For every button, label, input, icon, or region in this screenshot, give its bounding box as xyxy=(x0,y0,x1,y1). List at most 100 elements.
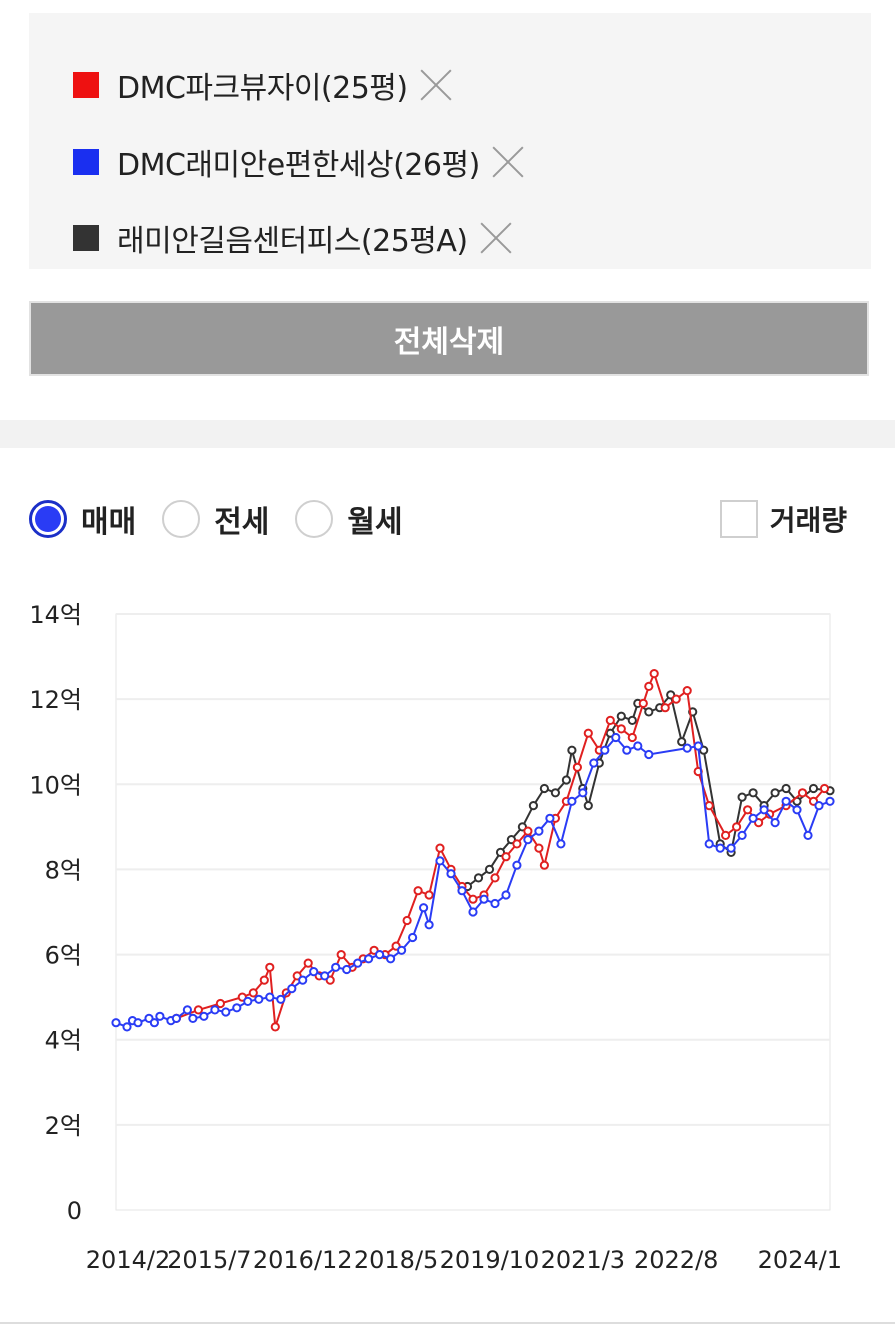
data-point[interactable] xyxy=(616,711,626,721)
data-point[interactable] xyxy=(254,994,264,1004)
data-point[interactable] xyxy=(446,869,456,879)
data-point[interactable] xyxy=(199,1011,209,1021)
data-point[interactable] xyxy=(298,975,308,985)
data-point[interactable] xyxy=(693,741,703,751)
data-point[interactable] xyxy=(556,839,566,849)
data-point[interactable] xyxy=(419,903,429,913)
data-point[interactable] xyxy=(490,898,500,909)
data-point[interactable] xyxy=(792,805,802,815)
data-point[interactable] xyxy=(512,839,522,849)
data-point[interactable] xyxy=(155,1011,165,1021)
data-point[interactable] xyxy=(600,745,610,755)
data-point[interactable] xyxy=(243,996,253,1007)
data-point[interactable] xyxy=(660,703,670,713)
data-point[interactable] xyxy=(248,988,258,998)
data-point[interactable] xyxy=(644,707,654,717)
data-point[interactable] xyxy=(501,890,511,900)
data-point[interactable] xyxy=(320,971,330,981)
data-point[interactable] xyxy=(561,775,572,785)
data-point[interactable] xyxy=(737,830,747,841)
data-point[interactable] xyxy=(726,843,736,853)
data-point[interactable] xyxy=(523,826,533,836)
close-icon[interactable] xyxy=(492,146,524,178)
data-point[interactable] xyxy=(182,1005,192,1015)
data-point[interactable] xyxy=(737,792,747,802)
data-point[interactable] xyxy=(408,932,418,943)
data-point[interactable] xyxy=(276,994,286,1004)
data-point[interactable] xyxy=(759,805,769,815)
data-point[interactable] xyxy=(682,686,692,696)
data-point[interactable] xyxy=(534,826,544,836)
data-point[interactable] xyxy=(704,801,714,811)
data-point[interactable] xyxy=(583,728,593,738)
data-point[interactable] xyxy=(605,715,615,726)
data-point[interactable] xyxy=(193,1005,203,1015)
data-point[interactable] xyxy=(528,801,539,811)
radio-option-monthly-rent[interactable]: 월세 xyxy=(295,497,403,541)
data-point[interactable] xyxy=(748,813,758,823)
close-icon[interactable] xyxy=(480,222,512,254)
data-point[interactable] xyxy=(490,873,500,883)
data-point[interactable] xyxy=(171,1013,181,1024)
data-point[interactable] xyxy=(512,860,522,870)
data-point[interactable] xyxy=(622,745,632,755)
radio-button[interactable] xyxy=(295,500,334,538)
data-point[interactable] xyxy=(644,681,654,692)
data-point[interactable] xyxy=(743,805,753,815)
data-point[interactable] xyxy=(550,788,561,798)
data-point[interactable] xyxy=(616,724,626,734)
data-point[interactable] xyxy=(633,741,643,751)
radio-option-jeonse[interactable]: 전세 xyxy=(162,497,269,541)
data-point[interactable] xyxy=(567,745,577,755)
data-point[interactable] xyxy=(336,950,346,960)
data-point[interactable] xyxy=(671,694,681,704)
radio-button[interactable] xyxy=(29,500,67,538)
data-point[interactable] xyxy=(149,1018,159,1028)
data-point[interactable] xyxy=(797,788,808,798)
data-point[interactable] xyxy=(331,962,341,972)
data-point[interactable] xyxy=(287,984,297,994)
data-point[interactable] xyxy=(611,732,621,743)
volume-checkbox[interactable] xyxy=(719,500,758,538)
data-point[interactable] xyxy=(133,1018,143,1028)
data-point[interactable] xyxy=(825,796,835,806)
data-point[interactable] xyxy=(572,762,583,772)
data-point[interactable] xyxy=(386,954,396,964)
data-point[interactable] xyxy=(265,962,275,972)
data-point[interactable] xyxy=(682,743,692,753)
data-point[interactable] xyxy=(435,843,445,853)
close-icon[interactable] xyxy=(420,69,452,101)
data-point[interactable] xyxy=(770,788,780,798)
data-point[interactable] xyxy=(397,945,407,955)
data-point[interactable] xyxy=(424,920,434,930)
data-point[interactable] xyxy=(715,843,725,853)
data-point[interactable] xyxy=(638,698,648,709)
data-point[interactable] xyxy=(803,830,813,841)
data-point[interactable] xyxy=(484,864,495,875)
data-point[interactable] xyxy=(781,783,791,794)
data-point[interactable] xyxy=(342,964,352,975)
data-point[interactable] xyxy=(402,915,412,926)
data-point[interactable] xyxy=(732,822,742,832)
data-point[interactable] xyxy=(578,788,588,798)
data-point[interactable] xyxy=(375,950,385,960)
data-point[interactable] xyxy=(589,758,599,768)
data-point[interactable] xyxy=(627,732,637,743)
data-point[interactable] xyxy=(814,801,824,811)
data-point[interactable] xyxy=(748,788,758,798)
data-point[interactable] xyxy=(232,1003,242,1013)
data-point[interactable] xyxy=(567,796,577,806)
data-point[interactable] xyxy=(309,967,319,977)
data-point[interactable] xyxy=(721,830,731,841)
data-point[interactable] xyxy=(781,796,791,806)
data-point[interactable] xyxy=(221,1007,231,1017)
data-point[interactable] xyxy=(259,975,269,985)
data-point[interactable] xyxy=(468,894,478,904)
data-point[interactable] xyxy=(111,1018,121,1028)
data-point[interactable] xyxy=(539,783,550,794)
data-point[interactable] xyxy=(545,813,555,823)
data-point[interactable] xyxy=(677,737,687,747)
radio-button[interactable] xyxy=(162,500,201,538)
data-point[interactable] xyxy=(413,886,423,896)
data-point[interactable] xyxy=(265,992,275,1002)
